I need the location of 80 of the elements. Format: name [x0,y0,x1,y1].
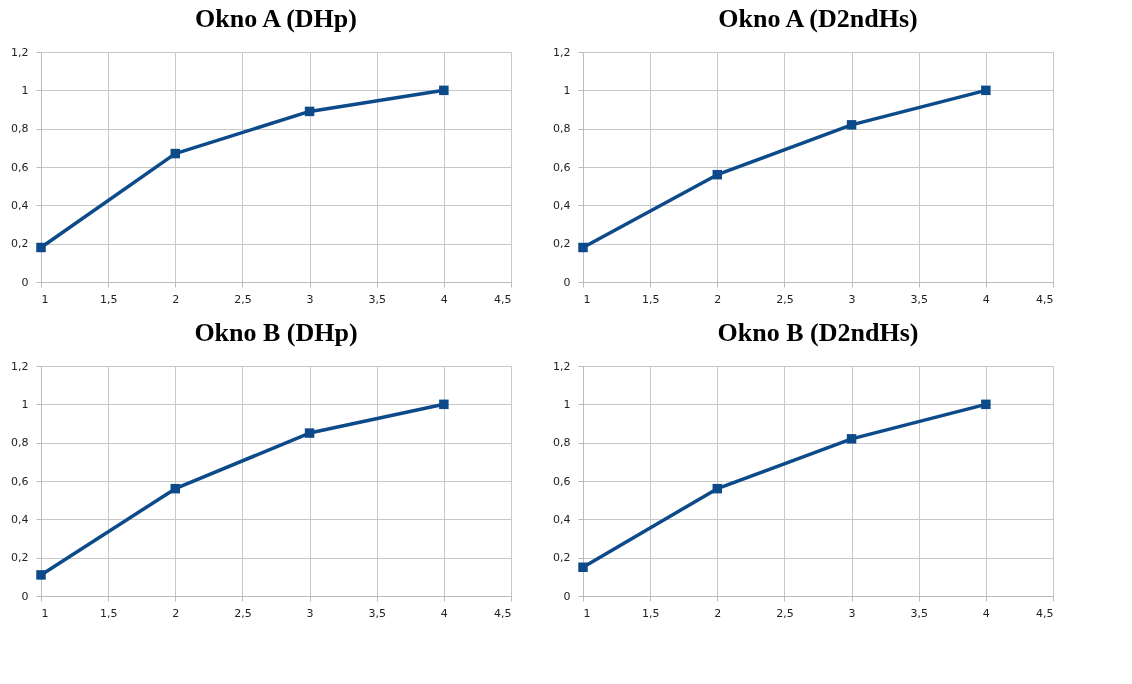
y-tick-label: 1 [563,397,571,411]
y-tick-label: 0,8 [11,122,29,136]
x-tick-label: 3,5 [368,606,386,620]
point [170,148,181,159]
y-tick-label: 1,2 [553,359,571,373]
x-tick-label: 3 [306,292,314,306]
point [439,85,449,96]
chart-title: Okno A (DHp) [195,4,357,33]
y-tick-label: 1,2 [553,45,571,59]
x-tick-label: 3,5 [910,606,928,620]
x-tick-label: 1 [41,292,49,306]
x-tick-label: 3 [848,292,856,306]
y-tick-label: 0,6 [553,474,571,488]
point [712,169,723,180]
y-tick-label: 0 [563,589,571,603]
x-tick-label: 1,5 [641,606,660,620]
x-tick-label: 4,5 [494,606,512,620]
point [36,242,46,253]
x-tick-label: 4 [440,606,448,620]
x-tick-label: 2 [172,292,180,306]
y-tick-label: 1 [21,397,29,411]
point [578,242,588,253]
x-tick-label: 2 [714,606,722,620]
point [846,120,857,130]
x-tick-label: 2,5 [234,606,252,620]
x-tick-label: 4,5 [1036,606,1054,620]
x-tick-label: 1 [41,606,49,620]
point [981,85,991,96]
x-tick-label: 3 [306,606,314,620]
y-tick-label: 0,6 [553,160,571,174]
chart-title: Okno B (D2ndHs) [717,318,919,347]
y-tick-label: 0,6 [11,474,29,488]
y-tick-label: 0 [21,275,29,289]
y-tick-label: 1,2 [11,359,29,373]
chart-title: Okno B (DHp) [194,318,358,347]
x-tick-label: 2 [714,292,722,306]
y-tick-label: 0,2 [11,237,29,251]
y-tick-label: 0 [21,589,29,603]
y-tick-label: 0,4 [553,198,571,212]
y-tick-label: 0,6 [11,160,29,174]
y-tick-label: 0,4 [11,512,29,526]
x-tick-label: 3,5 [368,292,386,306]
x-tick-label: 4,5 [494,292,512,306]
point [304,428,315,438]
x-tick-label: 1,5 [99,292,118,306]
y-tick-label: 0,4 [11,198,29,212]
x-tick-label: 4 [982,292,990,306]
y-tick-label: 0,2 [11,551,29,565]
x-tick-label: 1,5 [99,606,118,620]
point [981,399,991,410]
x-tick-label: 2 [172,606,180,620]
point [439,399,449,410]
x-tick-label: 1,5 [641,292,660,306]
point [170,483,181,494]
y-tick-label: 0,2 [553,551,571,565]
y-tick-label: 1 [563,83,571,97]
y-tick-label: 0,8 [553,436,571,450]
point [304,106,315,117]
y-tick-label: 0,8 [11,436,29,450]
y-tick-label: 0 [563,275,571,289]
x-tick-label: 2,5 [776,292,794,306]
x-tick-label: 4 [982,606,990,620]
x-tick-label: 1 [583,606,591,620]
y-tick-label: 1,2 [11,45,29,59]
y-tick-label: 1 [21,83,29,97]
point [36,570,46,580]
y-tick-label: 0,2 [553,237,571,251]
x-tick-label: 1 [583,292,591,306]
point [846,434,857,444]
y-tick-label: 0,8 [553,122,571,136]
x-tick-label: 2,5 [234,292,252,306]
x-tick-label: 2,5 [776,606,794,620]
point [712,483,723,494]
chart-title: Okno A (D2ndHs) [718,4,918,33]
point [578,562,588,572]
x-tick-label: 3,5 [910,292,928,306]
x-tick-label: 4,5 [1036,292,1054,306]
x-tick-label: 3 [848,606,856,620]
x-tick-label: 4 [440,292,448,306]
y-tick-label: 0,4 [553,512,571,526]
